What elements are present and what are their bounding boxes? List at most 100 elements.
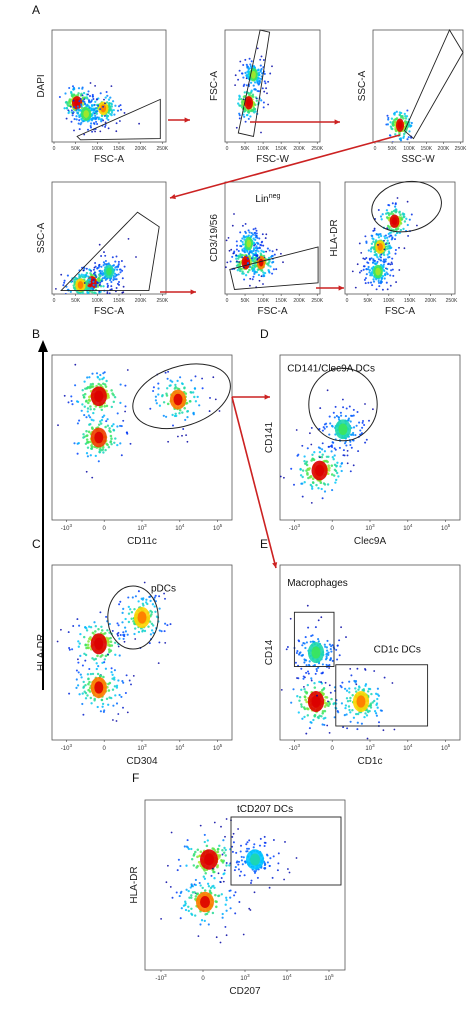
event-dot — [199, 824, 202, 827]
event-dot — [68, 99, 71, 103]
event-dot — [330, 444, 333, 447]
event-dot — [112, 276, 115, 279]
event-dot — [273, 253, 276, 256]
event-dot — [82, 275, 85, 279]
event-dot — [371, 284, 374, 287]
event-dot — [154, 399, 158, 402]
event-dot — [344, 706, 347, 710]
event-dot — [366, 709, 369, 712]
event-dot — [117, 280, 121, 284]
event-dot — [75, 686, 78, 690]
event-dot — [301, 495, 304, 498]
event-dot — [108, 622, 111, 626]
event-dot — [107, 98, 111, 101]
event-dot — [373, 710, 377, 713]
event-dot — [326, 724, 329, 727]
event-dot — [373, 259, 376, 262]
event-dot — [296, 695, 299, 698]
event-dot — [223, 869, 226, 872]
event-dot — [100, 272, 103, 275]
event-dot — [112, 274, 115, 278]
event-dot — [229, 907, 232, 910]
event-dot — [60, 628, 62, 631]
event-dot — [303, 707, 307, 711]
event-dot — [244, 120, 247, 123]
event-dot — [87, 398, 91, 402]
event-dot — [257, 250, 260, 253]
event-dot — [246, 65, 249, 68]
event-dot — [103, 658, 107, 661]
y-axis-label: HLA-DR — [329, 219, 340, 256]
event-dot — [104, 254, 107, 257]
event-dot — [111, 688, 115, 691]
event-dot — [94, 85, 96, 87]
event-dot — [222, 851, 226, 854]
event-dot — [86, 455, 89, 458]
event-dot — [257, 76, 260, 80]
event-dot — [201, 387, 204, 390]
event-dot — [385, 216, 389, 219]
event-dot — [315, 669, 318, 673]
event-dot — [326, 483, 330, 486]
event-dot — [310, 502, 313, 504]
event-dot — [351, 431, 355, 435]
event-dot — [315, 483, 318, 487]
event-dot — [330, 650, 333, 653]
event-dot — [167, 370, 170, 373]
event-dot — [323, 427, 326, 430]
event-dot — [78, 642, 81, 645]
density-core — [137, 611, 147, 624]
event-dot — [127, 620, 131, 624]
event-dot — [348, 708, 351, 712]
event-dot — [264, 237, 267, 240]
event-dot — [254, 238, 257, 242]
x-tick-label: 200K — [293, 146, 305, 152]
event-dot — [261, 87, 264, 90]
event-dot — [87, 99, 91, 102]
event-dot — [394, 133, 397, 136]
event-dot — [354, 286, 357, 289]
event-dot — [105, 379, 108, 383]
plot-frame — [51, 29, 167, 143]
event-dot — [116, 633, 119, 635]
event-dot — [152, 386, 155, 389]
event-dot — [239, 844, 243, 847]
event-dot — [365, 241, 368, 244]
x-axis-label: CD207 — [229, 986, 261, 997]
event-dot — [178, 895, 181, 898]
event-dot — [318, 680, 321, 684]
event-dot — [237, 102, 240, 105]
event-dot — [307, 468, 311, 471]
event-dot — [70, 280, 73, 284]
event-dot — [103, 632, 107, 635]
event-dot — [55, 288, 57, 290]
event-dot — [75, 669, 78, 672]
event-dot — [375, 702, 379, 705]
event-dot — [386, 123, 389, 126]
event-dot — [321, 712, 324, 715]
event-dot — [242, 76, 245, 79]
event-dot — [79, 673, 82, 676]
event-dot — [251, 255, 254, 258]
event-dot — [113, 676, 116, 679]
event-dot — [92, 280, 95, 283]
event-dot — [207, 885, 211, 888]
event-dot — [115, 122, 118, 125]
event-dot — [389, 234, 392, 237]
event-dot — [239, 244, 242, 248]
event-dot — [106, 284, 110, 287]
event-density — [351, 197, 418, 291]
event-dot — [120, 695, 123, 698]
event-dot — [243, 115, 246, 118]
event-dot — [374, 253, 378, 256]
event-dot — [349, 420, 352, 423]
event-dot — [342, 406, 345, 409]
event-dot — [220, 825, 222, 828]
event-dot — [217, 894, 220, 898]
event-dot — [303, 661, 306, 664]
event-dot — [313, 451, 316, 454]
event-dot — [247, 234, 250, 237]
event-dot — [364, 683, 368, 686]
event-dot — [394, 252, 397, 255]
